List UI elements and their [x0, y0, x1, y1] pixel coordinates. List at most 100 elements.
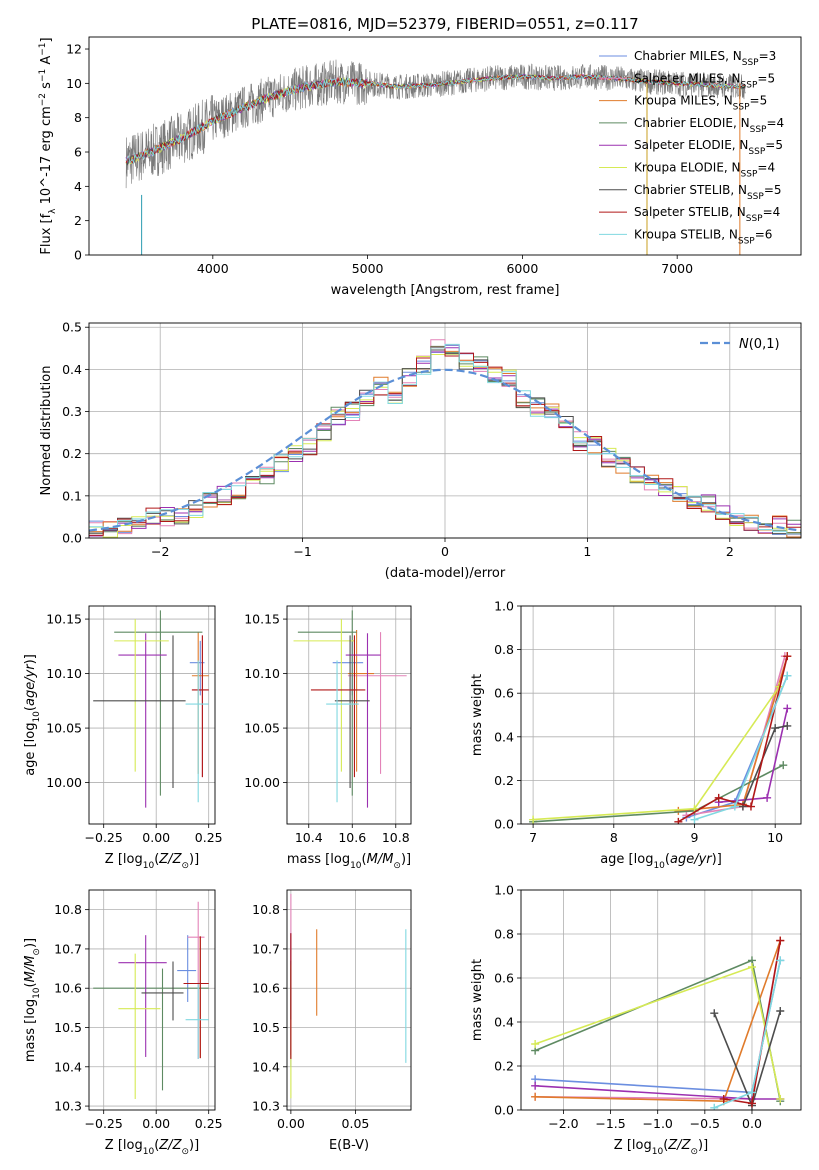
x-axis-label: age [log10(age/yr)]	[600, 852, 722, 871]
x-tick-label: 9	[691, 830, 699, 845]
x-tick-label: 0.00	[142, 830, 170, 845]
y-axis-label: mass weight	[470, 959, 485, 1041]
weight-marker	[674, 817, 683, 824]
panel-weight_vs_Z: −2.0 −1.5 −1.0 −0.5 0.0 0.0 0.2 0.4 0.6 0.8 1.0 Z […	[470, 883, 802, 1157]
histogram-series-8	[89, 346, 801, 536]
y-tick-label: 10.10	[244, 666, 280, 681]
panel-residuals: −2 −1 0 1 2 0.0 0.1 0.2 0.3 0.4 0.5 (data-model)/er…	[39, 320, 802, 581]
x-tick-label: 2	[726, 544, 734, 559]
x-tick-label: 0.00	[142, 1116, 170, 1131]
grid	[89, 606, 215, 824]
errorbar-point-7	[141, 961, 184, 1021]
legend-label-8: Salpeter STELIB, NSSP=4	[634, 205, 780, 224]
axes-frame	[520, 605, 802, 825]
weight-line-5	[718, 708, 789, 803]
x-tick-label: 0.0	[742, 1116, 762, 1131]
errorbar-point-5	[118, 633, 167, 808]
y-tick-label: 10.05	[244, 721, 280, 736]
y-axis-label: mass [log10(M/M⊙)]	[23, 938, 42, 1062]
weight-marker	[783, 652, 792, 661]
y-tick-label: 10.6	[54, 981, 82, 996]
x-axis-label: Z [log10(Z/Z⊙)]	[105, 852, 199, 871]
x-tick-label: −1.5	[595, 1116, 625, 1131]
x-tick-label: 7000	[661, 261, 693, 276]
y-tick-label: 0.1	[62, 488, 82, 503]
weight-marker	[710, 1103, 719, 1110]
gaussian-reference-line	[89, 368, 801, 532]
y-tick-label: 0.4	[494, 1015, 514, 1030]
grid	[521, 605, 801, 825]
y-tick-label: 1.0	[494, 883, 514, 898]
x-tick-label: 10.6	[338, 830, 366, 845]
errorbar-point-1	[177, 935, 197, 1002]
y-axis-label: age [log10(age/yr)]	[23, 654, 42, 776]
y-tick-label: 0.2	[494, 773, 514, 788]
errorbar-point-2	[347, 632, 407, 774]
weight-line-2	[686, 655, 786, 817]
y-tick-label: 10.00	[244, 775, 280, 790]
y-tick-label: 10.7	[252, 941, 280, 956]
y-axis-label: Normed distribution	[39, 366, 54, 496]
x-tick-label: −2	[151, 544, 169, 559]
weight-marker	[730, 802, 739, 811]
y-axis-label: Flux [fλ 10^-17 erg cm−2 s−1 A−1]	[38, 37, 58, 254]
grid	[287, 890, 411, 1110]
y-tick-label: 0.4	[62, 362, 82, 377]
x-tick-label: −0.25	[85, 1116, 123, 1131]
x-tick-label: −2.0	[548, 1116, 578, 1131]
weight-marker	[783, 704, 792, 713]
errorbar-point-9	[185, 660, 209, 803]
axes-frame	[88, 36, 802, 256]
x-axis-label: Z [log10(Z/Z⊙)]	[614, 1138, 708, 1157]
y-tick-label: 0.0	[494, 817, 514, 832]
y-tick-label: 10.6	[252, 981, 280, 996]
errorbar-point-9	[326, 660, 359, 803]
weight-marker	[747, 963, 756, 971]
y-tick-label: 10.8	[54, 902, 82, 917]
y-tick-label: 10.4	[252, 1059, 280, 1074]
y-tick-label: 10	[66, 76, 82, 91]
x-tick-label: 0.25	[195, 830, 223, 845]
errorbar-point-9	[185, 984, 209, 1059]
plot-area	[93, 610, 209, 808]
y-tick-label: 10.15	[46, 612, 82, 627]
errorbar-point-4	[114, 610, 203, 796]
y-tick-label: 0.8	[494, 927, 514, 942]
weight-marker	[531, 1081, 540, 1090]
errorbar-point-7	[93, 635, 186, 789]
x-tick-label: 10.4	[295, 830, 323, 845]
legend-label-9: Kroupa STELIB, NSSP=6	[634, 227, 772, 246]
y-tick-label: 10.3	[54, 1099, 82, 1114]
weight-marker	[776, 936, 785, 945]
weight-marker	[674, 806, 683, 815]
y-tick-label: 1.0	[494, 599, 514, 614]
y-tick-label: 10.05	[46, 721, 82, 736]
model-spectrum-line-7	[125, 74, 746, 166]
residuals-legend: N(0,1)	[700, 337, 780, 352]
weight-marker	[776, 1007, 785, 1015]
x-tick-label: 5000	[352, 261, 384, 276]
axes-frame	[88, 605, 216, 825]
x-tick-label: −1.0	[643, 1116, 673, 1131]
legend-label-2: Salpeter MILES, NSSP=5	[634, 71, 775, 90]
axes-frame	[88, 889, 216, 1111]
weight-marker	[747, 1099, 756, 1108]
y-tick-label: 0.0	[62, 531, 82, 546]
weight-marker	[779, 761, 788, 770]
errorbar-point-8	[310, 635, 366, 778]
plot-area	[93, 901, 209, 1099]
histogram-series-9	[89, 343, 801, 535]
errorbar-point-4	[93, 968, 209, 1091]
weight-marker	[746, 802, 755, 811]
panel-age_vs_Z: −0.25 0.00 0.25 10.00 10.05 10.10 10.15 Z [log1…	[23, 605, 223, 871]
x-tick-label: 0	[441, 544, 449, 559]
weight-marker	[531, 1092, 540, 1101]
x-axis-label: E(B-V)	[329, 1138, 369, 1153]
axes-frame	[286, 605, 412, 825]
weight-marker	[771, 724, 780, 733]
axes-frame	[286, 889, 412, 1111]
x-tick-label: 1	[583, 544, 591, 559]
errorbar-point-6	[293, 619, 355, 772]
x-tick-label: 0.00	[277, 1116, 305, 1131]
